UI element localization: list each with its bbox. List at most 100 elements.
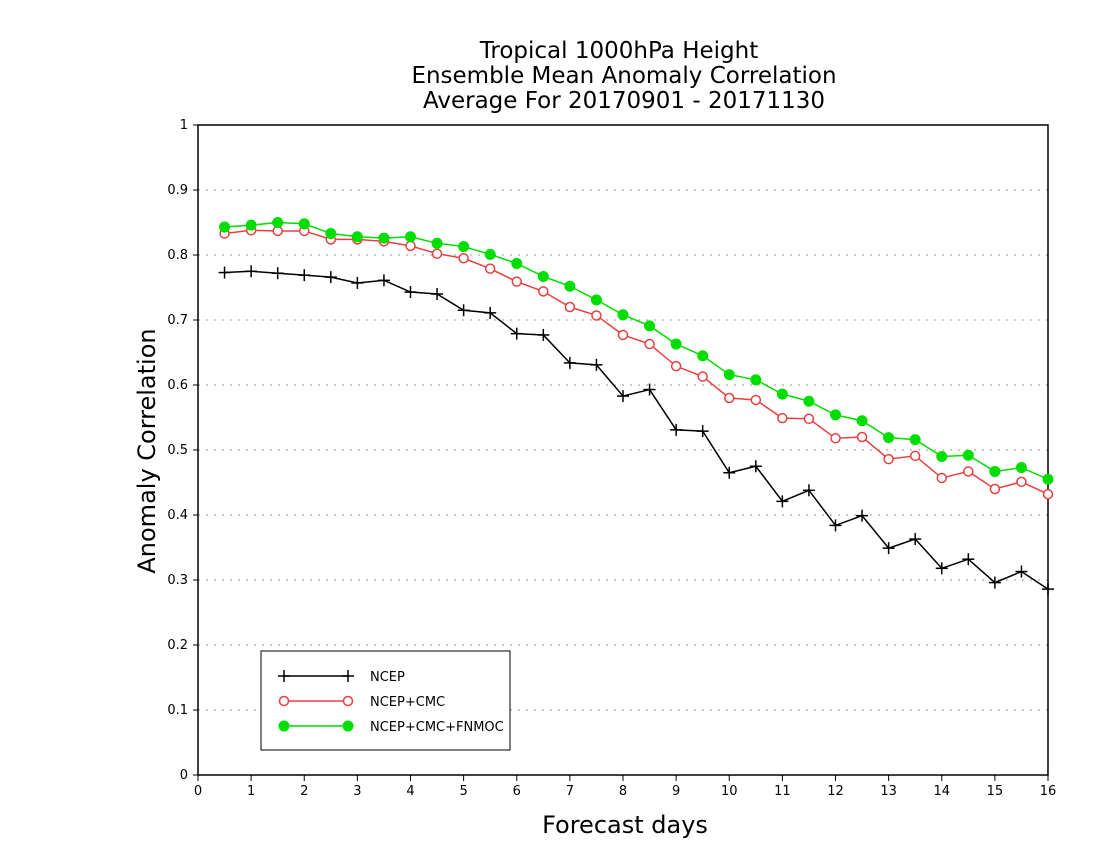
data-point <box>936 472 947 484</box>
data-point <box>749 460 762 473</box>
data-point <box>962 553 975 566</box>
x-tick-label: 11 <box>774 784 791 799</box>
legend-marker <box>278 695 290 707</box>
series-line <box>224 221 1049 480</box>
x-tick-label: 9 <box>672 784 680 799</box>
data-point <box>404 286 417 299</box>
legend: NCEP NCEP+CMC NCEP+CMC+FNMOC <box>260 650 511 751</box>
chart-title: Tropical 1000hPa Height Ensemble Mean An… <box>411 38 836 114</box>
data-point <box>989 483 1001 495</box>
y-tick-label: 0.8 <box>167 248 188 263</box>
data-point <box>829 519 842 532</box>
data-point <box>724 392 735 404</box>
data-point <box>1042 473 1054 485</box>
x-tick-label: 10 <box>721 784 738 799</box>
data-point <box>484 263 496 274</box>
data-point <box>590 294 602 306</box>
data-point <box>989 465 1001 477</box>
x-axis-title: Forecast days <box>542 811 708 839</box>
data-point <box>882 542 895 555</box>
x-tick-label: 14 <box>933 784 950 799</box>
data-point <box>377 274 390 287</box>
y-tick-label: 0.3 <box>167 573 188 588</box>
data-point <box>563 356 576 369</box>
data-point <box>325 228 337 240</box>
data-point <box>564 301 576 313</box>
legend-marker <box>342 720 354 732</box>
data-point <box>962 449 974 461</box>
x-tick-label: 15 <box>987 784 1004 799</box>
data-point <box>670 338 682 350</box>
y-tick-label: 0.1 <box>167 703 188 718</box>
data-point <box>803 413 815 425</box>
data-point <box>405 240 416 252</box>
y-tick-label: 0.7 <box>167 313 188 328</box>
legend-label: NCEP <box>370 670 405 685</box>
legend-marker <box>342 670 354 682</box>
series-ncep-cmc <box>219 225 1054 500</box>
legend-entry: NCEP <box>278 670 405 685</box>
data-point <box>1042 488 1054 500</box>
data-point <box>963 466 974 477</box>
series-ncep <box>218 265 1054 596</box>
data-point <box>405 231 416 243</box>
x-tick-label: 12 <box>827 784 844 799</box>
legend-marker <box>278 670 290 682</box>
x-tick-label: 3 <box>353 784 361 799</box>
y-tick-label: 0.5 <box>167 443 188 458</box>
data-point <box>538 286 549 297</box>
data-point <box>670 423 683 436</box>
y-tick-label: 0.9 <box>167 183 188 198</box>
chart-title-line-2: Ensemble Mean Anomaly Correlation <box>411 63 836 89</box>
data-point <box>697 371 708 382</box>
data-point <box>777 412 788 424</box>
data-point <box>883 453 894 465</box>
data-point <box>271 267 284 280</box>
data-point <box>935 562 948 575</box>
data-point <box>298 269 311 282</box>
data-point <box>1015 462 1027 474</box>
data-point <box>776 388 788 400</box>
y-tick-label: 1 <box>180 118 188 133</box>
data-point <box>272 217 284 228</box>
data-point <box>776 495 789 508</box>
data-point <box>298 218 310 230</box>
data-point <box>644 320 656 332</box>
data-point <box>644 338 655 350</box>
data-point <box>909 450 921 462</box>
series-ncep-cmc-fnmoc <box>219 217 1054 485</box>
x-tick-label: 0 <box>194 784 202 799</box>
data-point <box>458 241 470 253</box>
chart-title-line-1: Tropical 1000hPa Height <box>479 38 759 64</box>
data-point <box>723 369 735 381</box>
x-tick-label: 1 <box>247 784 255 799</box>
data-point <box>802 484 815 497</box>
series-line <box>224 229 1049 495</box>
legend-marker <box>278 720 290 732</box>
x-tick-label: 7 <box>566 784 574 799</box>
data-point <box>484 248 496 260</box>
data-point <box>1015 565 1028 578</box>
data-point <box>830 433 841 444</box>
data-point <box>643 383 656 396</box>
data-point <box>245 219 257 231</box>
data-point <box>591 310 602 321</box>
data-point <box>431 248 443 259</box>
data-point <box>883 432 895 444</box>
y-tick-label: 0 <box>180 768 188 783</box>
legend-entry: NCEP+CMC <box>278 695 445 710</box>
data-point <box>696 425 709 438</box>
data-point <box>909 434 921 446</box>
data-point <box>988 576 1001 589</box>
data-point <box>431 237 443 249</box>
data-point <box>510 327 523 340</box>
y-tick-label: 0.4 <box>167 508 188 523</box>
data-point <box>1042 583 1054 596</box>
x-tick-label: 8 <box>619 784 627 799</box>
data-point <box>856 415 868 427</box>
data-point <box>909 533 922 546</box>
axis-ticks: 00.10.20.30.40.50.60.70.80.910 1 2 3 4 5 6 7 8 9 1… <box>167 118 1056 799</box>
data-point <box>245 265 258 278</box>
data-series <box>218 217 1054 596</box>
